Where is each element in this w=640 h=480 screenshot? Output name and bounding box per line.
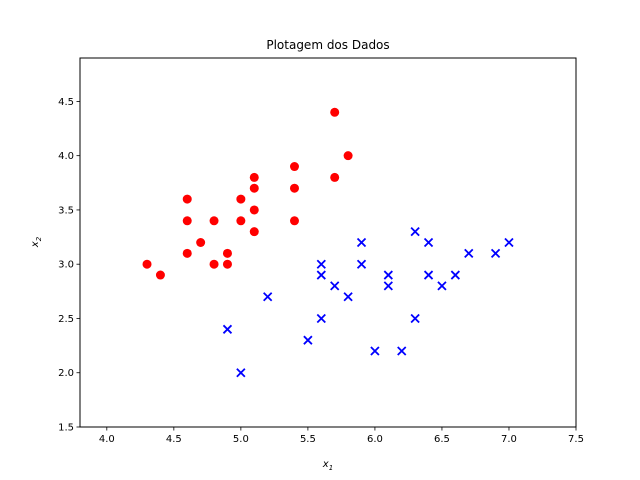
- y-tick-label: 4.0: [58, 151, 74, 162]
- y-axis-label: x2: [30, 236, 43, 248]
- data-point-circle: [249, 172, 259, 182]
- x-axis-ticks: 4.0 4.5 5.0 5.5 6.0 6.5 7.0 7.5: [99, 427, 584, 445]
- y-tick-label: 3.0: [58, 260, 74, 271]
- y-tick-label: 2.5: [58, 314, 74, 325]
- data-point-circle: [249, 205, 259, 215]
- x-tick-label: 7.0: [501, 434, 517, 445]
- y-tick-label: 1.5: [58, 423, 74, 434]
- data-point-x: [263, 292, 273, 302]
- data-point-x: [356, 237, 367, 248]
- x-tick-label: 7.5: [568, 434, 584, 445]
- data-point-circle: [155, 270, 165, 280]
- x-tick-label: 5.0: [233, 434, 249, 445]
- data-point-x: [236, 368, 246, 378]
- data-marks: [142, 107, 514, 378]
- data-point-circle: [182, 216, 192, 226]
- data-point-circle: [249, 183, 259, 193]
- data-point-x: [316, 259, 326, 269]
- data-point-circle: [209, 216, 219, 226]
- data-point-x: [423, 270, 434, 280]
- x-axis-label: x1: [322, 459, 333, 472]
- data-point-x: [330, 281, 340, 291]
- data-point-circle: [196, 238, 206, 247]
- data-point-circle: [236, 194, 246, 204]
- y-axis-label-main: x: [30, 241, 41, 248]
- data-point-circle: [222, 259, 232, 269]
- x-tick-label: 5.5: [300, 434, 316, 445]
- data-point-circle: [182, 248, 192, 258]
- y-tick-label: 3.5: [58, 205, 74, 216]
- data-point-x: [303, 335, 313, 345]
- data-point-x: [423, 237, 434, 248]
- data-point-x: [316, 270, 326, 280]
- data-point-circle: [289, 162, 299, 172]
- data-point-x: [410, 227, 420, 237]
- data-point-x: [343, 292, 353, 302]
- x-axis-label-subscript: 1: [329, 464, 333, 472]
- x-axis-label-main: x: [322, 459, 329, 470]
- data-point-x: [437, 281, 447, 291]
- data-point-x: [490, 248, 501, 258]
- data-point-x: [356, 259, 367, 269]
- data-point-circle: [182, 194, 192, 204]
- x-tick-label: 4.0: [99, 434, 115, 445]
- data-point-circle: [330, 172, 340, 182]
- data-point-x: [370, 346, 380, 356]
- x-tick-label: 4.5: [166, 434, 182, 445]
- data-point-circle: [289, 216, 299, 226]
- chart-title: Plotagem dos Dados: [266, 38, 389, 52]
- data-point-x: [383, 270, 393, 280]
- data-point-circle: [142, 259, 152, 269]
- y-tick-label: 2.0: [58, 368, 74, 379]
- data-point-circle: [236, 216, 246, 226]
- data-point-x: [397, 346, 407, 356]
- data-point-circle: [289, 183, 299, 193]
- data-point-x: [504, 237, 514, 248]
- data-point-x: [410, 313, 420, 324]
- data-point-circle: [249, 227, 259, 237]
- y-axis-label-subscript: 2: [35, 236, 43, 241]
- x-tick-label: 6.0: [367, 434, 383, 445]
- data-point-circle: [222, 248, 232, 258]
- x-tick-label: 6.5: [434, 434, 450, 445]
- y-axis-ticks: 1.5 2.0 2.5 3.0 3.5 4.0 4.5: [58, 97, 80, 434]
- y-tick-label: 4.5: [58, 97, 74, 108]
- data-point-x: [222, 324, 233, 334]
- data-point-circle: [330, 107, 340, 117]
- data-point-x: [316, 313, 326, 324]
- data-point-x: [464, 248, 474, 258]
- data-point-x: [450, 270, 460, 280]
- plot-frame: [79, 57, 577, 428]
- data-point-circle: [209, 259, 219, 269]
- data-point-x: [383, 281, 393, 291]
- data-point-circle: [343, 151, 353, 161]
